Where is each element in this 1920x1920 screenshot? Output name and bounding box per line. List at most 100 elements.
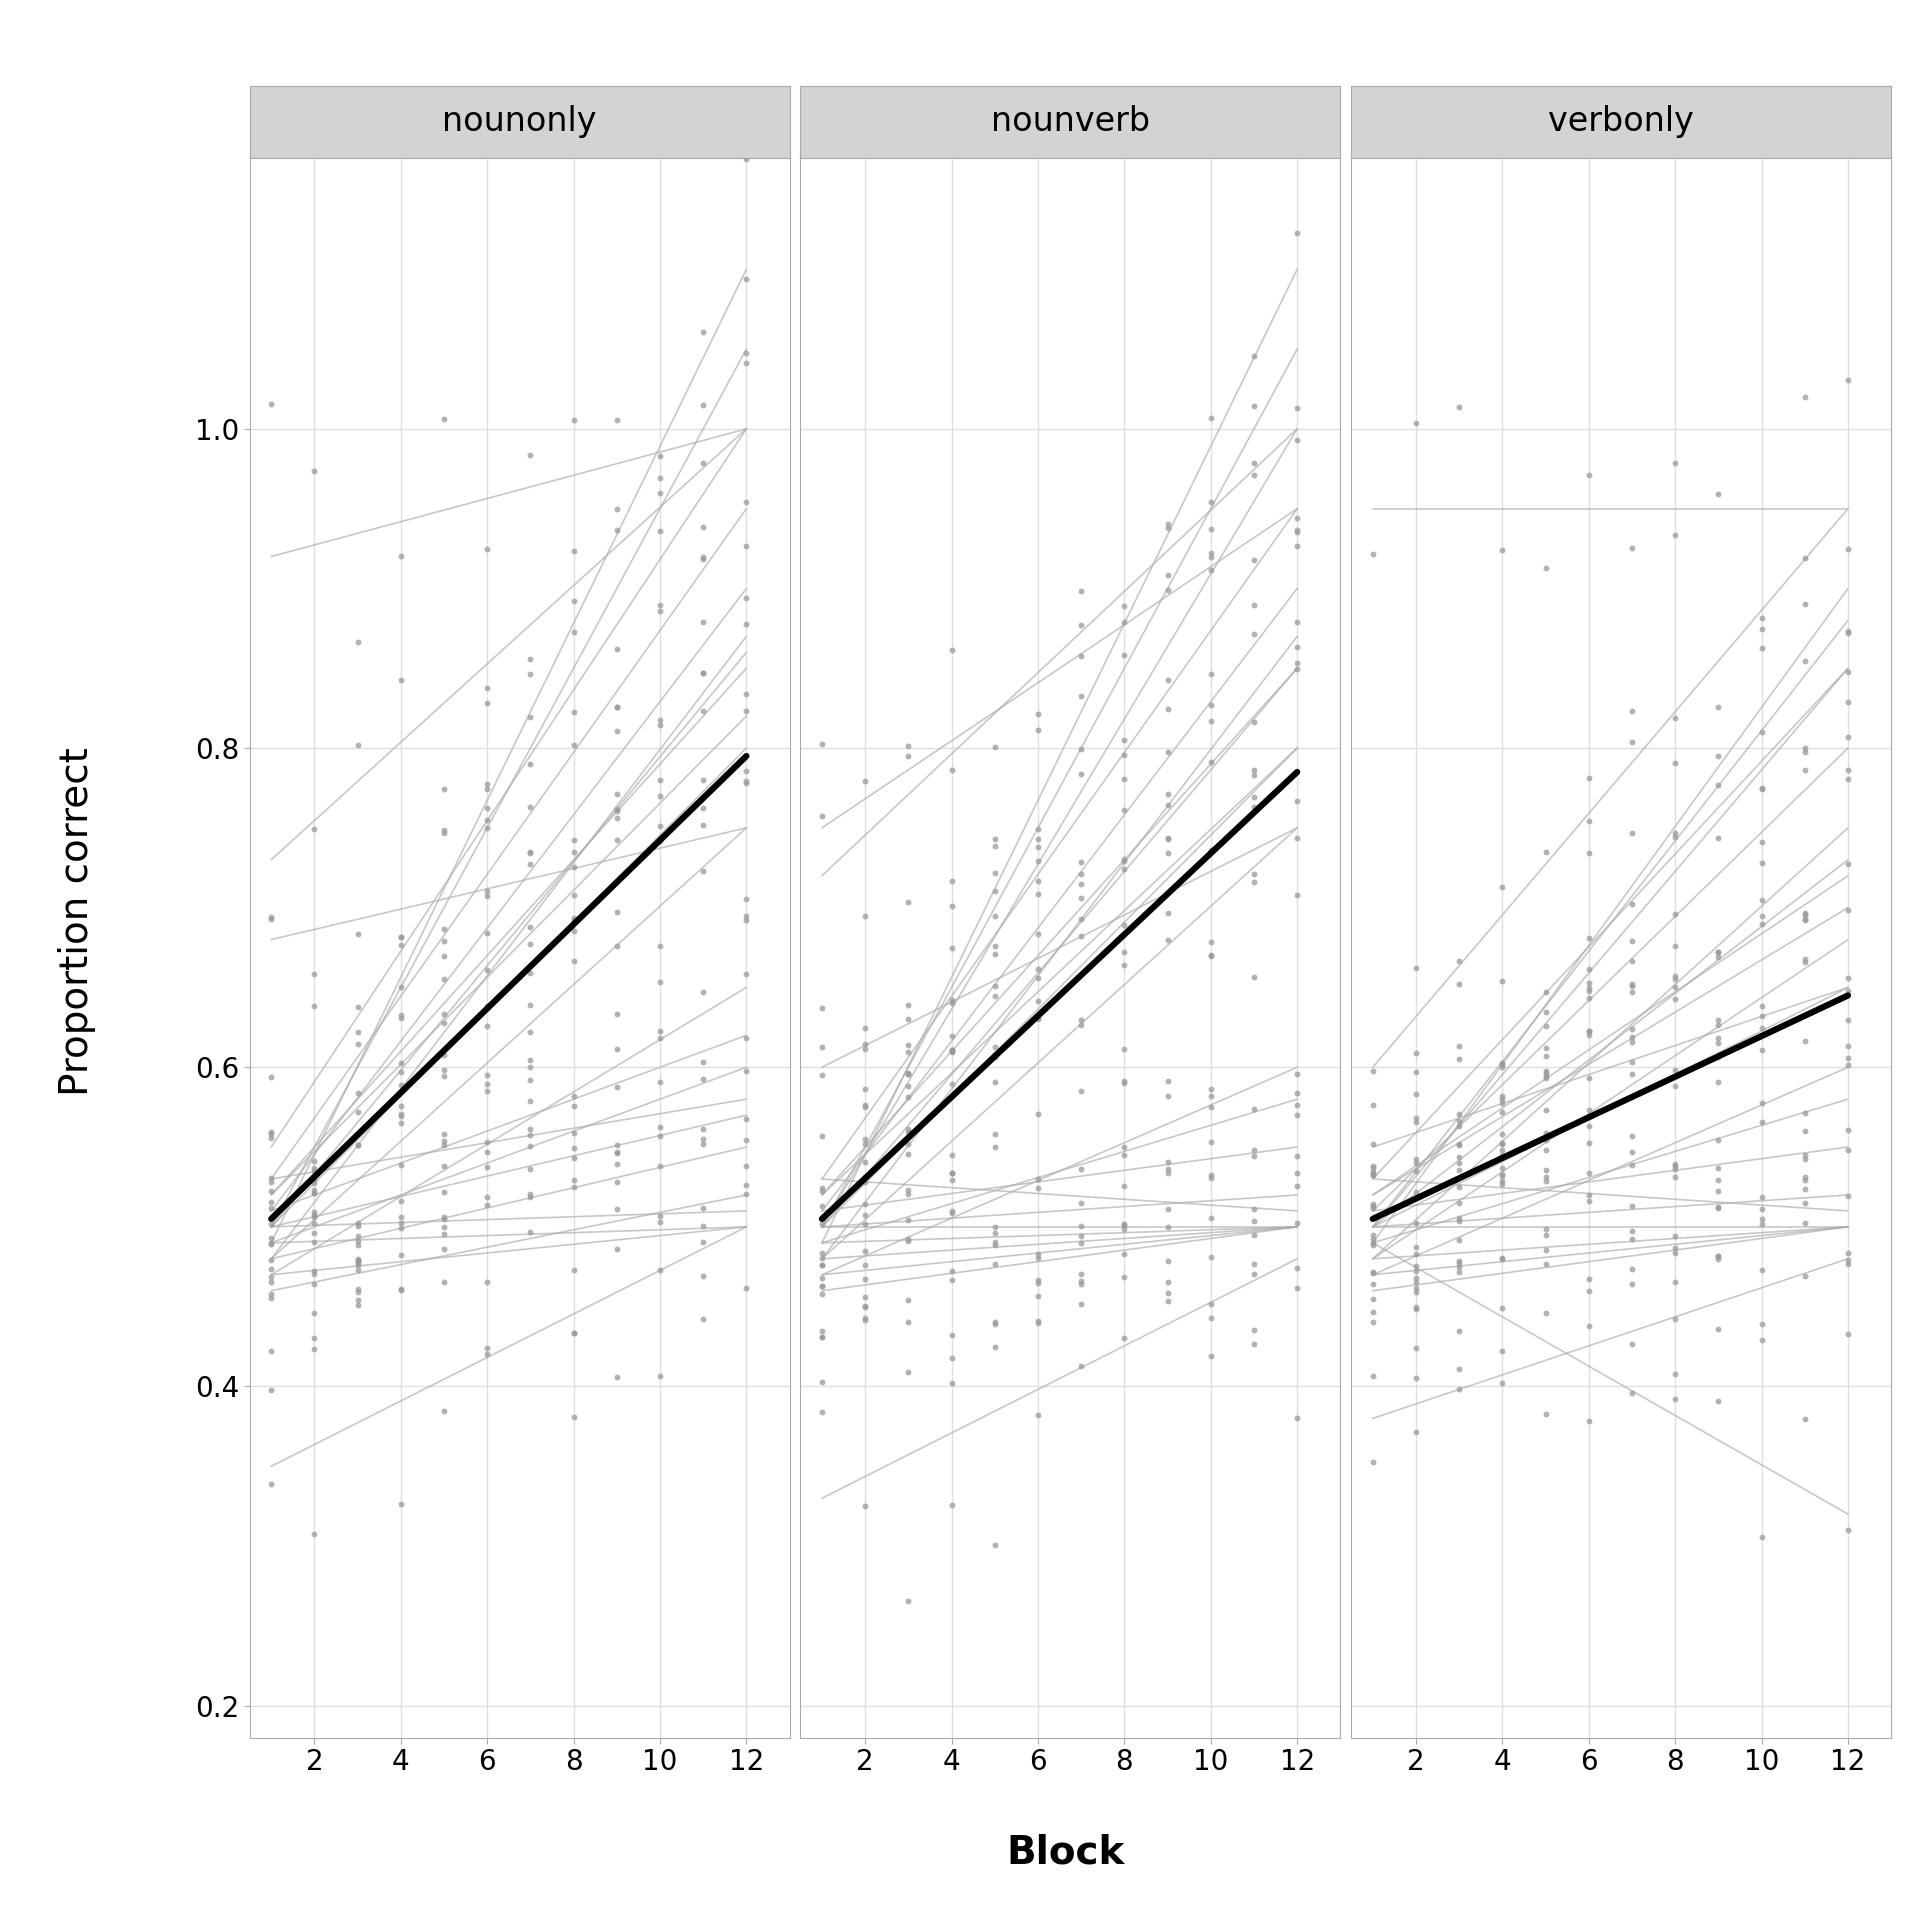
Point [601,405,632,436]
Point [472,1332,503,1363]
Point [893,1071,924,1102]
Point [300,1269,330,1300]
Point [1703,1152,1734,1183]
Point [1402,1277,1432,1308]
Point [255,1223,286,1254]
Point [1066,1212,1096,1242]
Point [1574,1263,1605,1294]
Point [1283,655,1313,685]
Point [601,998,632,1029]
Point [1152,1194,1183,1225]
Point [515,1044,545,1075]
Point [1834,755,1864,785]
Point [515,1131,545,1162]
Point [1834,365,1864,396]
Point [806,1060,837,1091]
Point [1834,764,1864,795]
Point [1789,943,1820,973]
Point [806,1190,837,1221]
Point [1444,1256,1475,1286]
Point [559,1254,589,1284]
Point [601,1192,632,1223]
Point [732,263,762,294]
Point [1283,879,1313,910]
Point [1747,716,1778,747]
Point [300,1177,330,1208]
Point [937,1069,968,1100]
Point [1238,1248,1269,1279]
Point [1402,1267,1432,1298]
Point [472,1075,503,1106]
Point [1110,847,1140,877]
Point [893,1223,924,1254]
Point [687,793,718,824]
Point [255,1469,286,1500]
Point [1152,693,1183,724]
Point [937,1035,968,1066]
Point [1789,1208,1820,1238]
Point [386,1275,417,1306]
Point [979,1031,1010,1062]
Point [255,904,286,935]
Point [255,900,286,931]
Point [1747,1035,1778,1066]
Point [851,900,881,931]
Point [1789,1025,1820,1056]
Point [1747,772,1778,803]
Point [851,1033,881,1064]
Point [937,1256,968,1286]
Point [386,1185,417,1215]
Point [386,1275,417,1306]
Point [300,1156,330,1187]
Point [851,1490,881,1521]
Point [979,1331,1010,1361]
Point [1789,1098,1820,1129]
Point [342,730,372,760]
Point [1283,515,1313,545]
Point [1357,1229,1388,1260]
Point [1357,1188,1388,1219]
Point [1574,983,1605,1014]
Point [1488,1048,1519,1079]
Point [255,388,286,419]
Point [559,730,589,760]
Point [1617,534,1647,564]
Point [300,1323,330,1354]
Point [1834,1236,1864,1267]
Point [1402,1238,1432,1269]
Point [1110,1033,1140,1064]
Point [1110,854,1140,885]
Point [559,824,589,854]
Point [937,891,968,922]
Point [255,1119,286,1150]
Point [1152,1284,1183,1315]
Point [1834,618,1864,649]
Point [1747,885,1778,916]
Point [1196,747,1227,778]
Point [1574,922,1605,952]
Point [979,1217,1010,1248]
Point [937,1021,968,1052]
Point [472,1181,503,1212]
Point [1530,975,1561,1006]
Point [893,887,924,918]
Point [1357,1150,1388,1181]
Point [1747,1210,1778,1240]
Point [1530,1398,1561,1428]
Point [1747,603,1778,634]
Point [1789,897,1820,927]
Point [732,1179,762,1210]
Point [1444,1148,1475,1179]
Point [1444,1031,1475,1062]
Point [601,1167,632,1198]
Point [687,856,718,887]
Point [386,1056,417,1087]
Point [1703,1386,1734,1417]
Point [851,766,881,797]
Point [687,810,718,841]
Point [255,1254,286,1284]
Point [515,1087,545,1117]
Point [342,1212,372,1242]
Point [1617,818,1647,849]
Point [1574,1100,1605,1131]
